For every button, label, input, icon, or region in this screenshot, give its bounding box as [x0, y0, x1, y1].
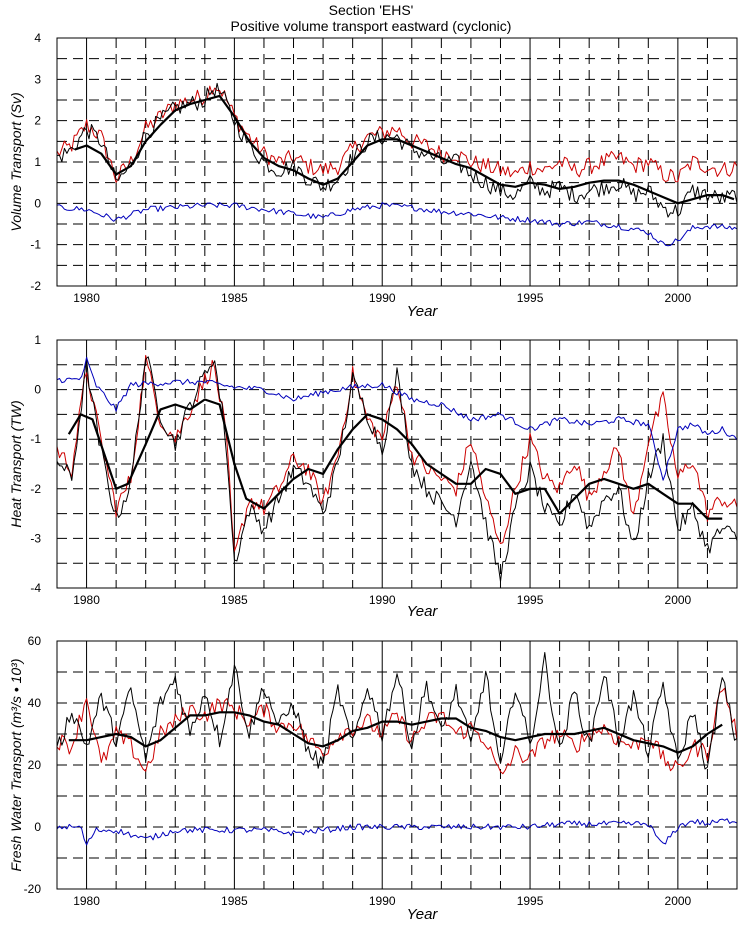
- series-line-smooth: [68, 711, 723, 754]
- series-line-blue: [56, 356, 738, 481]
- x-tick-label: 1985: [221, 291, 248, 305]
- x-tick-label: 1990: [369, 291, 396, 305]
- series-line-black: [56, 82, 738, 218]
- series-line-blue: [56, 202, 738, 247]
- x-tick-label: 1995: [517, 593, 544, 607]
- x-tick-label: 1980: [73, 894, 100, 908]
- y-tick-label: 20: [28, 758, 42, 772]
- y-tick-label: 40: [28, 696, 42, 710]
- y-tick-label: 1: [34, 333, 41, 347]
- series-line-smooth: [74, 94, 735, 205]
- x-tick-label: 1990: [369, 593, 396, 607]
- panel-2: 1 0 -1 -2 -3 -4 1980 1985 1990 1995 2000 Year Heat T…: [8, 333, 738, 620]
- y-tick-label: 3: [34, 72, 41, 86]
- series-line-black: [56, 356, 738, 583]
- x-axis-label: Year: [407, 906, 439, 923]
- x-tick-label: 2000: [665, 894, 692, 908]
- panel-1: 4 3 2 1 0 -1 -2 1980 1985 1990 1995 2000 Year Volume …: [8, 31, 738, 320]
- y-axis-label: Volume Transport (Sv): [8, 92, 24, 231]
- panel-3: 60 40 20 0 -20 1980 1985 1990 1995 2000 Year Fresh …: [8, 634, 738, 923]
- series-line-smooth: [67, 398, 723, 520]
- x-tick-label: 1980: [73, 291, 100, 305]
- y-tick-label: -4: [30, 581, 41, 595]
- x-axis-label: Year: [407, 603, 439, 620]
- y-axis-label: Heat Transport (TW): [8, 400, 24, 527]
- y-tick-label: -2: [30, 279, 41, 293]
- x-tick-label: 1985: [221, 894, 248, 908]
- y-tick-label: 2: [34, 114, 41, 128]
- x-tick-label: 1980: [73, 593, 100, 607]
- y-axis-label: Fresh Water Transport (m³/s • 10³): [8, 659, 24, 872]
- y-tick-label: 0: [34, 820, 41, 834]
- series-line-red: [56, 687, 738, 775]
- y-tick-label: 60: [28, 634, 42, 648]
- y-tick-label: 1: [34, 155, 41, 169]
- y-tick-label: -3: [30, 531, 41, 545]
- x-tick-label: 1995: [517, 894, 544, 908]
- chart-subtitle: Positive volume transport eastward (cycl…: [230, 18, 512, 34]
- y-tick-label: 0: [34, 383, 41, 397]
- y-tick-label: -1: [30, 238, 41, 252]
- chart-title: Section 'EHS': [328, 2, 414, 18]
- x-axis-label: Year: [407, 303, 439, 320]
- x-tick-label: 1990: [369, 894, 396, 908]
- x-tick-label: 1995: [517, 291, 544, 305]
- plot-frame: [56, 640, 738, 890]
- x-tick-label: 2000: [665, 593, 692, 607]
- plot-frame: [56, 339, 738, 589]
- plot-frame: [56, 37, 738, 287]
- series-line-blue: [56, 818, 738, 846]
- y-tick-label: -20: [24, 882, 42, 896]
- series-line-black: [56, 652, 738, 770]
- series-line-red: [56, 354, 738, 552]
- y-tick-label: 0: [34, 196, 41, 210]
- x-tick-label: 1985: [221, 593, 248, 607]
- y-tick-label: 4: [34, 31, 41, 45]
- y-tick-label: -1: [30, 432, 41, 446]
- y-tick-label: -2: [30, 482, 41, 496]
- series-line-red: [56, 85, 738, 183]
- x-tick-label: 2000: [665, 291, 692, 305]
